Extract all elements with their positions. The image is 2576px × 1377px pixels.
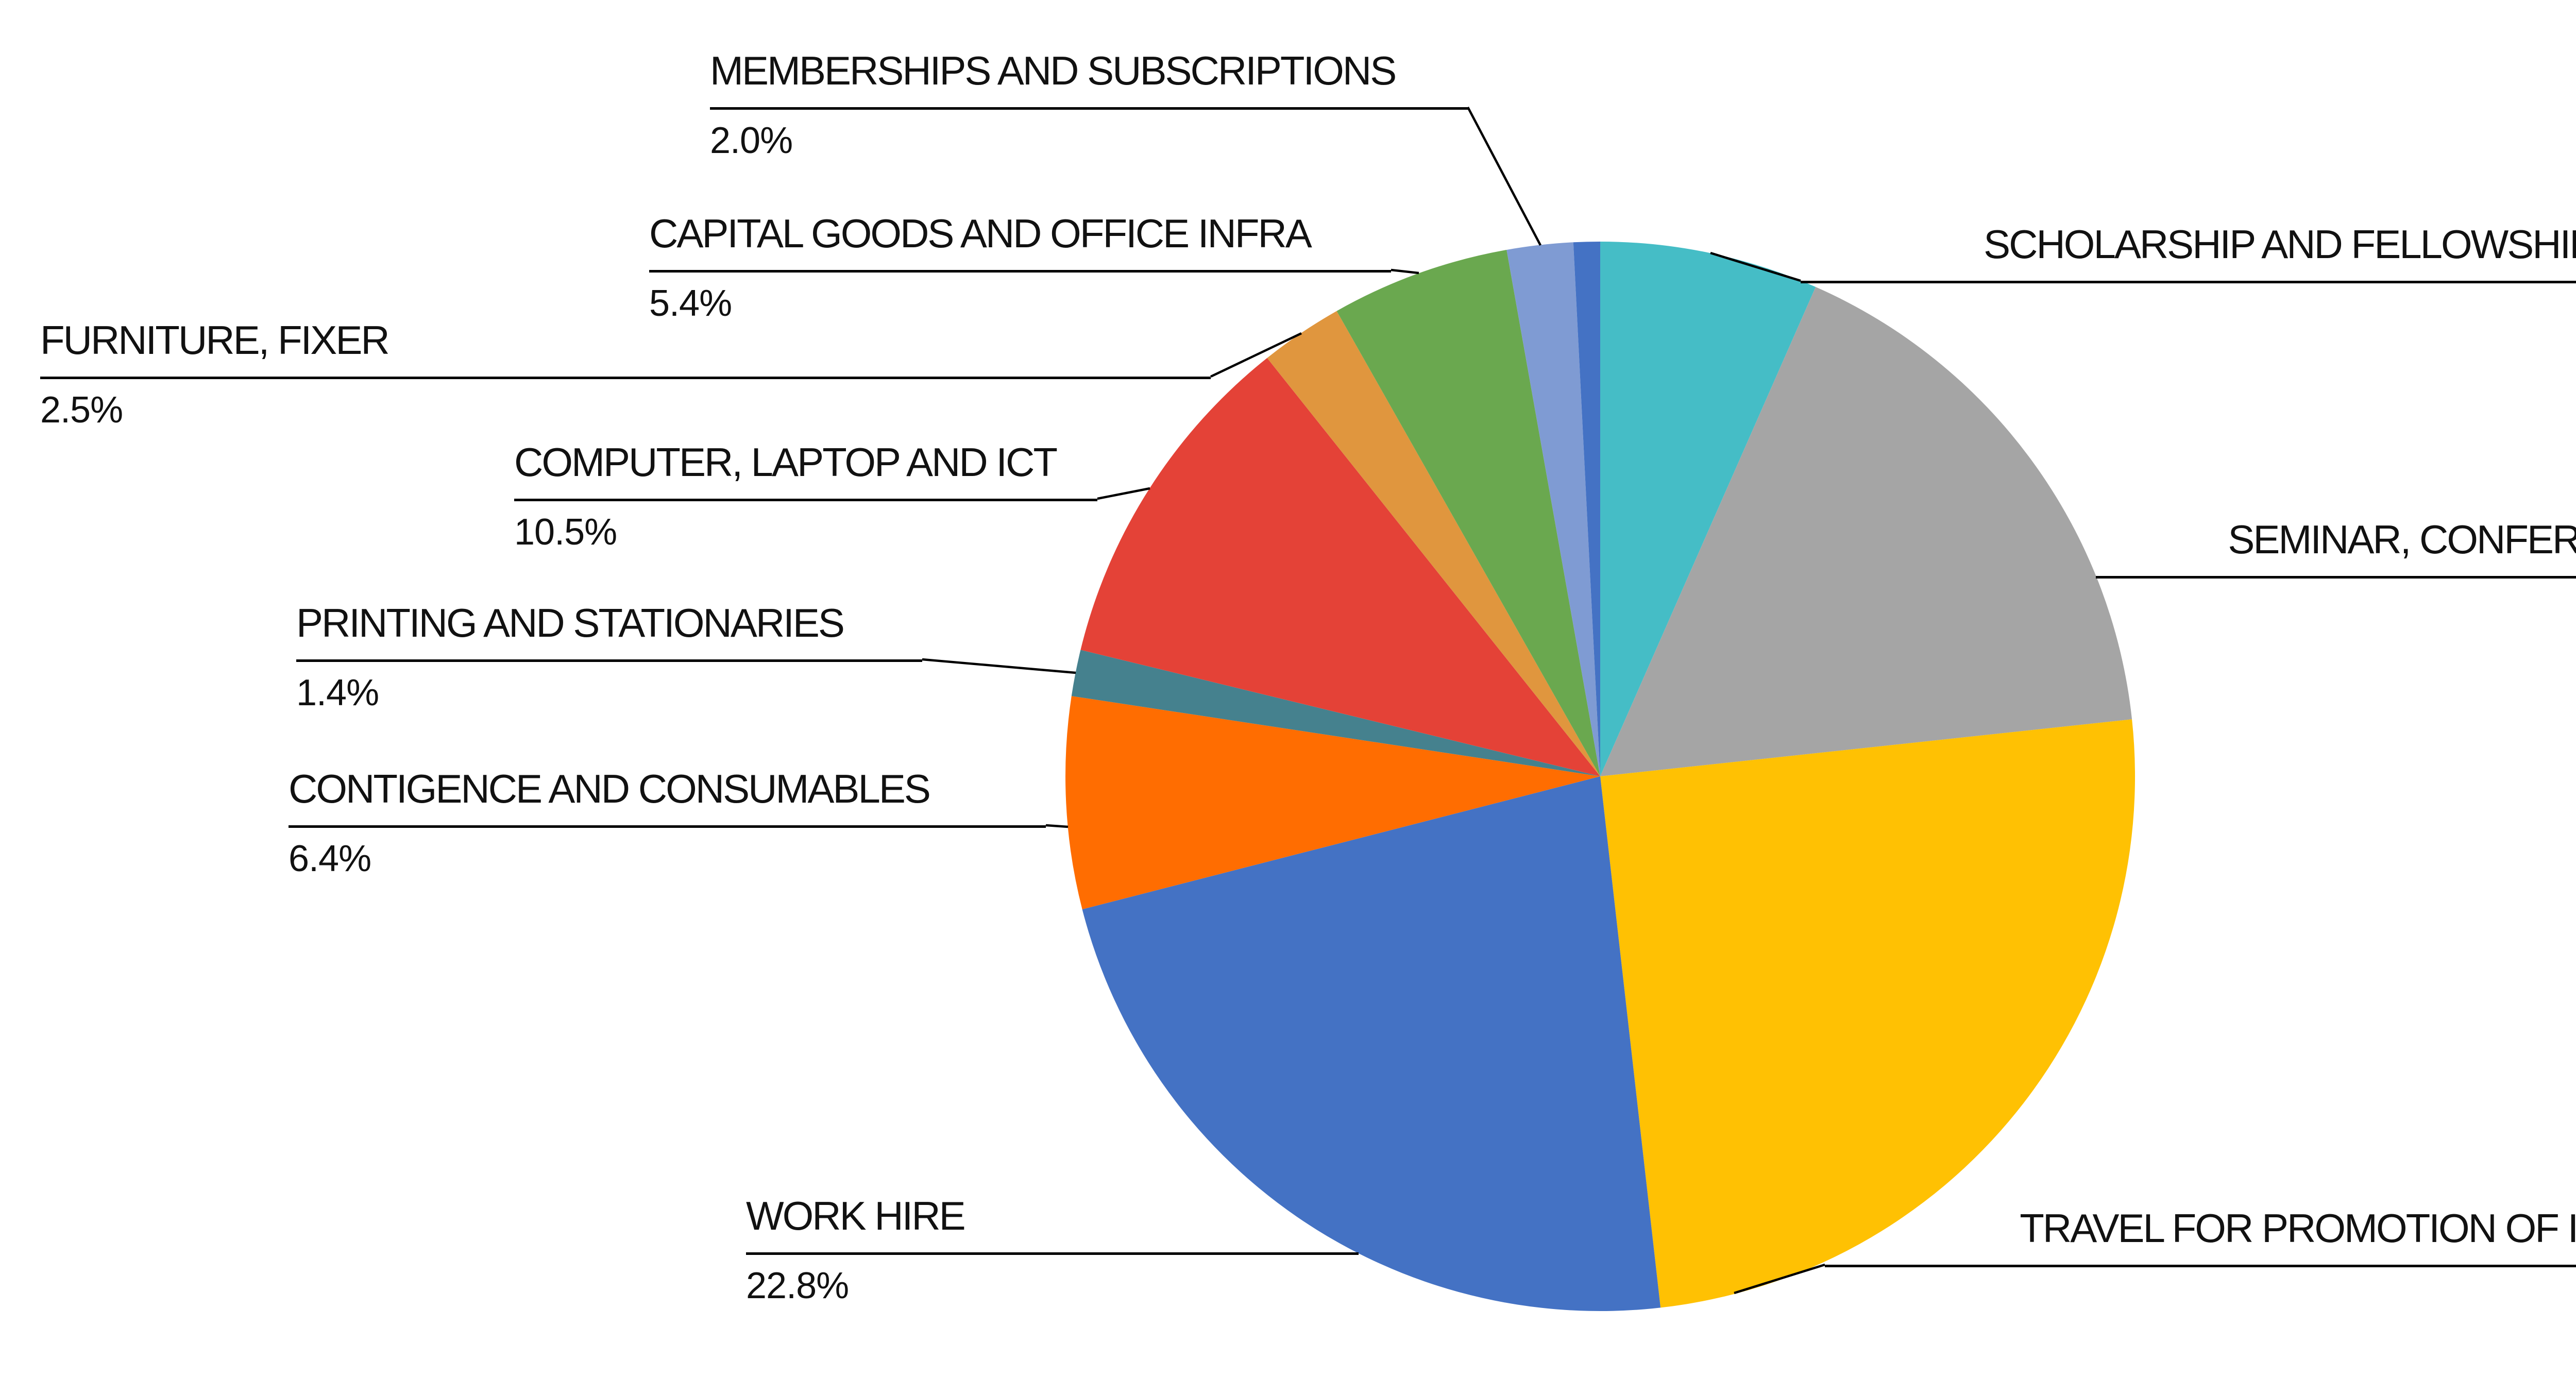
slice-label-computer: COMPUTER, LAPTOP AND ICT (514, 439, 1058, 485)
slice-percent-furniture: 2.5% (40, 389, 123, 431)
slice-label-contigence: CONTIGENCE AND CONSUMABLES (289, 766, 931, 811)
callout-capital-goods: CAPITAL GOODS AND OFFICE INFRA 5.4% (649, 213, 1391, 322)
label-underline (649, 270, 1391, 273)
callout-work-hire: WORK HIRE 22.8% (746, 1196, 1359, 1304)
leader-furniture (1210, 332, 1302, 378)
pie-slice-computer-laptop-and-ict[interactable] (1080, 358, 1600, 776)
label-underline (296, 659, 922, 662)
pie-slices (1065, 241, 2136, 1312)
slice-percent-capital-goods: 5.4% (649, 283, 732, 324)
slice-label-travel: TRAVEL FOR PROMOTION OF INTERNATIONAL RE… (2020, 1205, 2576, 1251)
pie-slice-printing-and-stationaries[interactable] (1071, 650, 1600, 777)
slice-label-capital-goods: CAPITAL GOODS AND OFFICE INFRA (649, 211, 1312, 256)
label-underline (746, 1252, 1359, 1255)
label-underline (289, 825, 1046, 828)
slice-percent-scholarship: 6.6% (1801, 296, 2576, 333)
slice-label-memberships: MEMBERSHIPS AND SUBSCRIPTIONS (710, 48, 1397, 93)
callout-scholarship: SCHOLARSHIP AND FELLOWSHIP, AWARDS, REWA… (1801, 224, 2576, 333)
label-underline (710, 107, 1468, 110)
leader-scholarship (1710, 251, 1801, 282)
slice-percent-travel: 24.9% (1825, 1280, 2576, 1317)
callout-contigence: CONTIGENCE AND CONSUMABLES 6.4% (289, 769, 1046, 877)
slice-percent-printing: 1.4% (296, 672, 379, 713)
label-underline (40, 377, 1211, 379)
callout-travel: TRAVEL FOR PROMOTION OF INTERNATIONAL RE… (1825, 1208, 2576, 1317)
leader-capital (1391, 268, 1419, 275)
leader-printing (922, 658, 1076, 674)
slice-label-work-hire: WORK HIRE (746, 1193, 966, 1238)
callout-printing: PRINTING AND STATIONARIES 1.4% (296, 603, 922, 711)
pie-slice-contigence-and-consumables[interactable] (1065, 696, 1600, 910)
slice-percent-memberships: 2.0% (710, 120, 793, 161)
label-underline (1825, 1265, 2576, 1267)
leader-memberships (1467, 106, 1541, 246)
slice-percent-work-hire: 22.8% (746, 1265, 849, 1306)
pie-slice-work-hire[interactable] (1082, 776, 1661, 1312)
pie-slice-scholarship-and-fellowship-awards-rewards[interactable] (1600, 242, 1816, 776)
slice-percent-computer: 10.5% (514, 512, 617, 553)
callout-seminar: SEMINAR, CONFERENCE, EVENTS AND DELE... … (2096, 519, 2576, 628)
callout-memberships: MEMBERSHIPS AND SUBSCRIPTIONS 2.0% (710, 50, 1468, 159)
leader-computer (1097, 487, 1150, 500)
label-underline (1801, 281, 2576, 283)
slice-percent-contigence: 6.4% (289, 838, 371, 879)
pie-slice-capital-goods-and-office-infra[interactable] (1336, 250, 1601, 776)
callout-computer: COMPUTER, LAPTOP AND ICT 10.5% (514, 442, 1097, 551)
pie-slice-travel-for-promotion-of-international-relations[interactable] (1600, 719, 2136, 1308)
label-underline (514, 499, 1097, 501)
slice-label-printing: PRINTING AND STATIONARIES (296, 600, 845, 645)
pie-slice-seminar-conference-events-and-dele[interactable] (1600, 287, 2132, 776)
slice-label-furniture: FURNITURE, FIXER (40, 317, 390, 363)
slice-label-scholarship: SCHOLARSHIP AND FELLOWSHIP, AWARDS, REWA… (1984, 222, 2576, 267)
slice-label-seminar: SEMINAR, CONFERENCE, EVENTS AND DELE... (2228, 517, 2576, 562)
leader-contigence (1045, 824, 1069, 828)
slice-percent-seminar: 16.7% (2096, 591, 2576, 628)
label-underline (2096, 576, 2576, 579)
leader-travel (1734, 1263, 1825, 1295)
pie-slice-memberships-and-subscriptions[interactable] (1506, 242, 1600, 776)
callout-furniture: FURNITURE, FIXER 2.5% (40, 320, 1211, 429)
pie-slice-other[interactable] (1573, 241, 1600, 776)
pie-slice-furniture-fixer[interactable] (1267, 311, 1601, 776)
